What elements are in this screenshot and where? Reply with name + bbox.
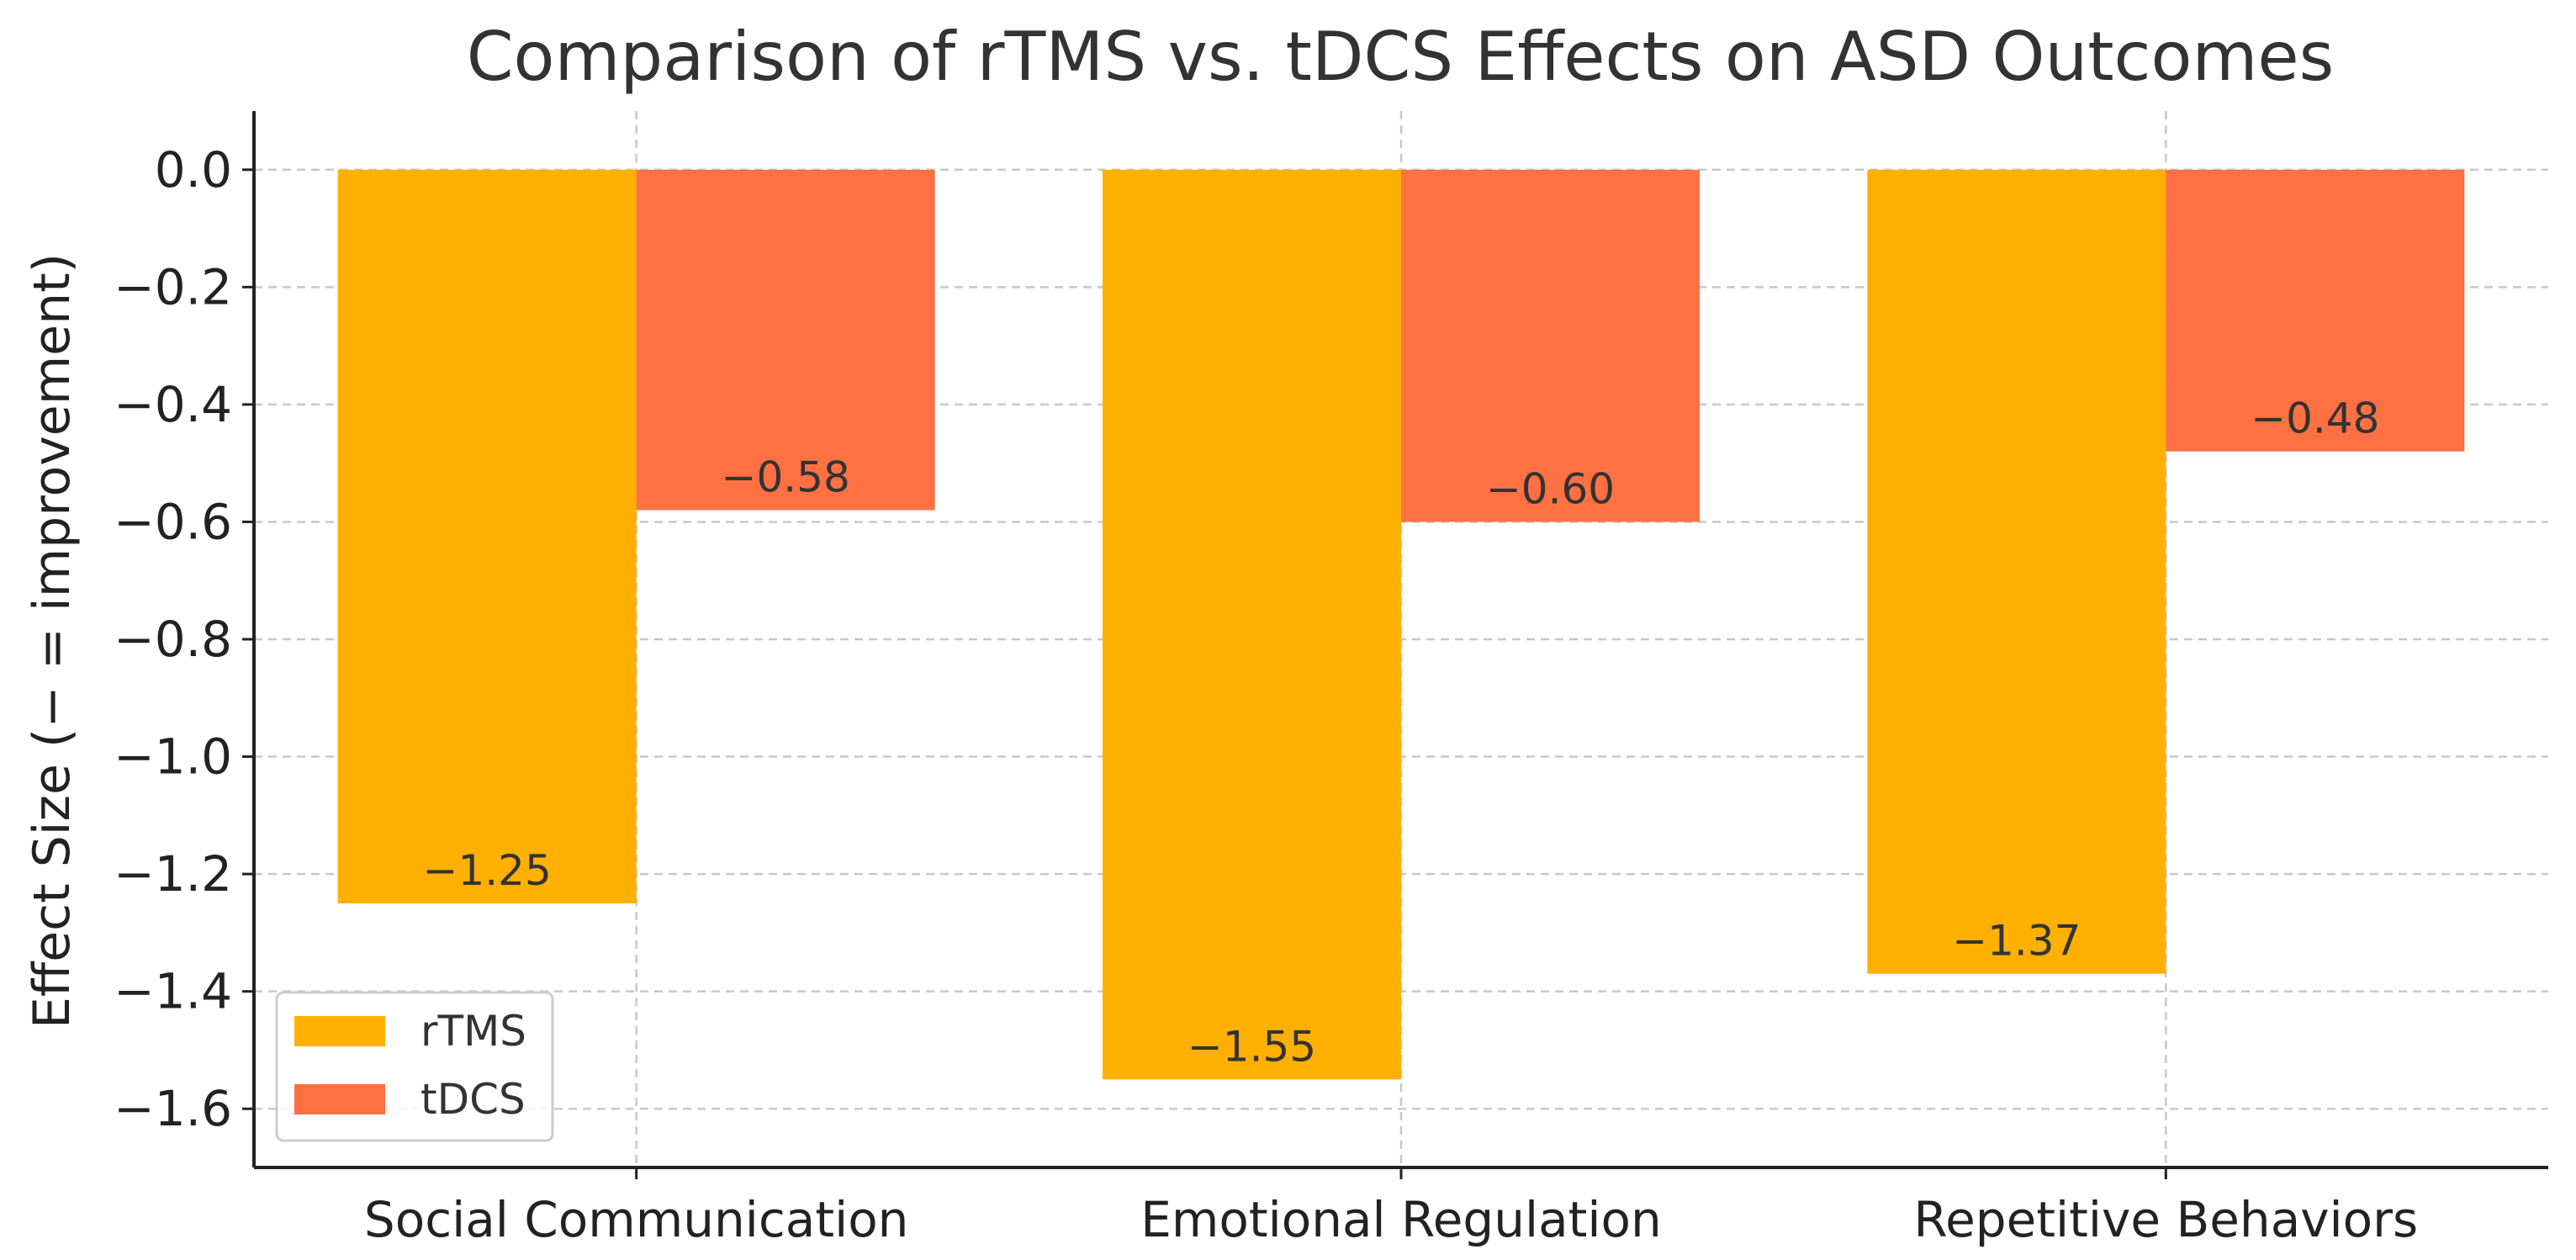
y-axis-label: Effect Size (− = improvement) (23, 253, 82, 1029)
legend-label-rtms: rTMS (421, 1007, 526, 1056)
data-label-rtms-social-communication: −1.25 (423, 846, 552, 895)
bar-rtms-emotional-regulation (1103, 169, 1401, 1080)
y-tick-label: −1.0 (114, 728, 232, 786)
y-tick-label: −0.6 (114, 493, 232, 550)
bar-tdcs-emotional-regulation (1401, 169, 1700, 522)
y-tick-label: −1.2 (114, 845, 232, 903)
bar-rtms-social-communication (337, 169, 637, 903)
y-tick-label: −0.4 (114, 376, 232, 433)
data-label-rtms-emotional-regulation: −1.55 (1187, 1022, 1316, 1071)
axes: 0.0 −0.2 −0.4 −0.6 −0.8 −1.0 −1.2 −1.4 −1.6 Socia… (114, 111, 2548, 1248)
bar-tdcs-repetitive-behaviors (2166, 169, 2465, 452)
x-tick-label-social-communication: Social Communication (364, 1191, 909, 1248)
y-tick-label: −1.4 (114, 963, 232, 1020)
x-tick-label-repetitive-behaviors: Repetitive Behaviors (1913, 1191, 2418, 1248)
data-label-tdcs-repetitive-behaviors: −0.48 (2251, 394, 2379, 443)
data-labels: −1.25 −1.55 −1.37 −0.58 −0.60 −0.48 (423, 394, 2380, 1072)
data-label-rtms-repetitive-behaviors: −1.37 (1952, 917, 2081, 966)
bars (337, 169, 2465, 1080)
legend-swatch-tdcs (294, 1084, 385, 1114)
data-label-tdcs-social-communication: −0.58 (722, 453, 850, 501)
x-tick-label-emotional-regulation: Emotional Regulation (1140, 1191, 1662, 1248)
legend: rTMS tDCS (275, 991, 554, 1142)
bar-tdcs-social-communication (636, 169, 935, 511)
y-tick-label: −0.8 (114, 611, 232, 668)
chart-title: Comparison of rTMS vs. tDCS Effects on A… (467, 18, 2335, 96)
bar-rtms-repetitive-behaviors (1867, 169, 2166, 974)
y-tick-label: 0.0 (155, 141, 232, 199)
y-tick-label: −1.6 (114, 1080, 232, 1137)
data-label-tdcs-emotional-regulation: −0.60 (1486, 464, 1615, 513)
legend-swatch-rtms (294, 1016, 385, 1046)
legend-label-tdcs: tDCS (421, 1075, 526, 1124)
y-tick-label: −0.2 (114, 258, 232, 315)
